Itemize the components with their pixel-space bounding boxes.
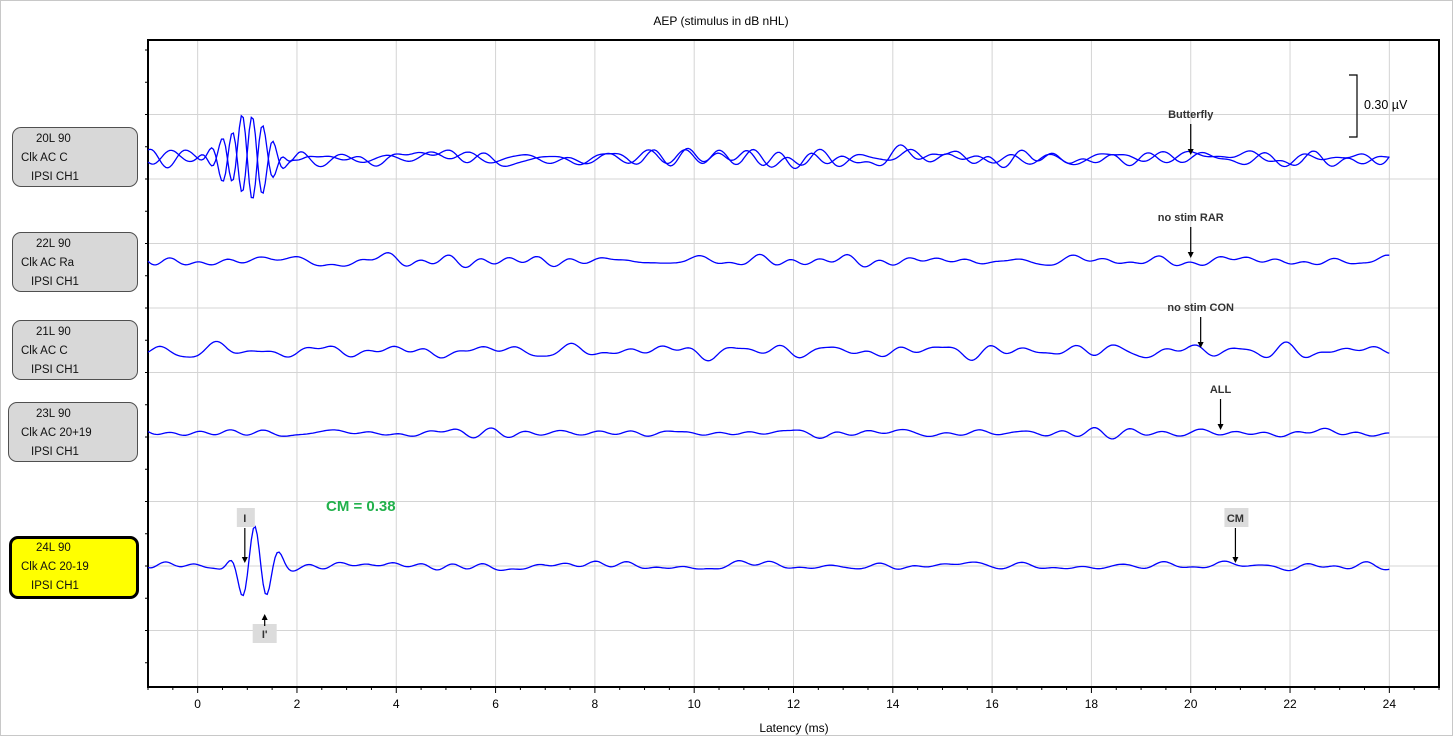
marker-label-box <box>1224 508 1249 527</box>
x-tick-label: 24 <box>1383 697 1397 711</box>
marker-label-box <box>236 508 255 527</box>
marker-arrowhead <box>1187 149 1194 155</box>
marker-label: I' <box>262 629 268 641</box>
cm-annotation: CM = 0.38 <box>326 498 396 515</box>
marker-label: no stim RAR <box>1158 212 1224 224</box>
trace-label-line: Clk AC C <box>21 152 68 164</box>
x-tick-label: 4 <box>393 697 400 711</box>
trace-label-line: IPSI CH1 <box>31 364 79 376</box>
x-tick-label: 12 <box>787 697 801 711</box>
marker-label: no stim CON <box>1167 302 1234 314</box>
trace-label-line: IPSI CH1 <box>31 580 79 592</box>
chart-title: AEP (stimulus in dB nHL) <box>653 14 788 28</box>
trace-label-line: 22L 90 <box>36 238 71 250</box>
trace-label-line: 20L 90 <box>36 133 71 145</box>
trace-label-line: IPSI CH1 <box>31 276 79 288</box>
trace-label-line: 21L 90 <box>36 326 71 338</box>
marker-arrowhead <box>1197 342 1204 348</box>
x-axis-label: Latency (ms) <box>759 721 828 735</box>
marker-arrowhead <box>241 557 248 563</box>
x-tick-label: 20 <box>1184 697 1198 711</box>
amplitude-scale-label: 0.30 µV <box>1364 98 1408 112</box>
marker-label-box <box>252 624 277 643</box>
trace-label-line: 24L 90 <box>36 542 71 554</box>
x-tick-label: 16 <box>985 697 999 711</box>
x-tick-label: 0 <box>194 697 201 711</box>
trace-label-line: Clk AC 20+19 <box>21 427 92 439</box>
trace-5 <box>147 525 1390 597</box>
trace-label-line: IPSI CH1 <box>31 446 79 458</box>
trace-label-5-selected[interactable]: 24L 90 Clk AC 20-19 IPSI CH1 <box>9 536 139 599</box>
trace-3 <box>147 340 1390 362</box>
trace-label-1[interactable]: 20L 90 Clk AC C IPSI CH1 <box>12 127 138 187</box>
x-tick-label: 18 <box>1085 697 1099 711</box>
x-tick-label: 22 <box>1283 697 1297 711</box>
x-tick-label: 8 <box>592 697 599 711</box>
trace-label-line: IPSI CH1 <box>31 171 79 183</box>
x-tick-label: 6 <box>492 697 499 711</box>
marker-arrowhead <box>1232 557 1239 563</box>
trace-label-line: Clk AC C <box>21 345 68 357</box>
trace-1-butterfly-b <box>147 114 1390 199</box>
trace-label-line: Clk AC Ra <box>21 257 75 269</box>
trace-label-line: Clk AC 20-19 <box>21 561 89 573</box>
marker-label: I <box>243 513 246 525</box>
marker-label: ALL <box>1210 384 1232 396</box>
marker-arrowhead <box>1187 252 1194 258</box>
trace-label-3[interactable]: 21L 90 Clk AC C IPSI CH1 <box>12 320 138 380</box>
trace-label-line: 23L 90 <box>36 408 71 420</box>
trace-label-4[interactable]: 23L 90 Clk AC 20+19 IPSI CH1 <box>8 402 138 462</box>
x-tick-label: 10 <box>688 697 702 711</box>
amplitude-scale-bar <box>1349 74 1358 138</box>
trace-label-2[interactable]: 22L 90 Clk AC Ra IPSI CH1 <box>12 232 138 292</box>
x-tick-label: 2 <box>294 697 301 711</box>
trace-1-butterfly-a <box>147 116 1390 194</box>
marker-label: CM <box>1227 513 1244 525</box>
marker-arrowhead <box>1217 424 1224 430</box>
x-tick-label: 14 <box>886 697 900 711</box>
trace-4 <box>147 427 1390 440</box>
trace-2 <box>147 252 1390 269</box>
marker-arrowhead <box>261 614 268 620</box>
marker-label: Butterfly <box>1168 109 1214 121</box>
